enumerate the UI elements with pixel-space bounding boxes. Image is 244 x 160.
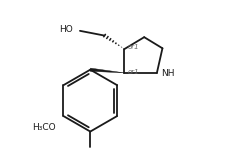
Text: NH: NH — [161, 69, 175, 78]
Polygon shape — [90, 68, 124, 73]
Text: or1: or1 — [127, 69, 139, 75]
Text: H₃CO: H₃CO — [32, 123, 56, 132]
Text: or1: or1 — [127, 44, 139, 50]
Text: HO: HO — [59, 25, 72, 34]
